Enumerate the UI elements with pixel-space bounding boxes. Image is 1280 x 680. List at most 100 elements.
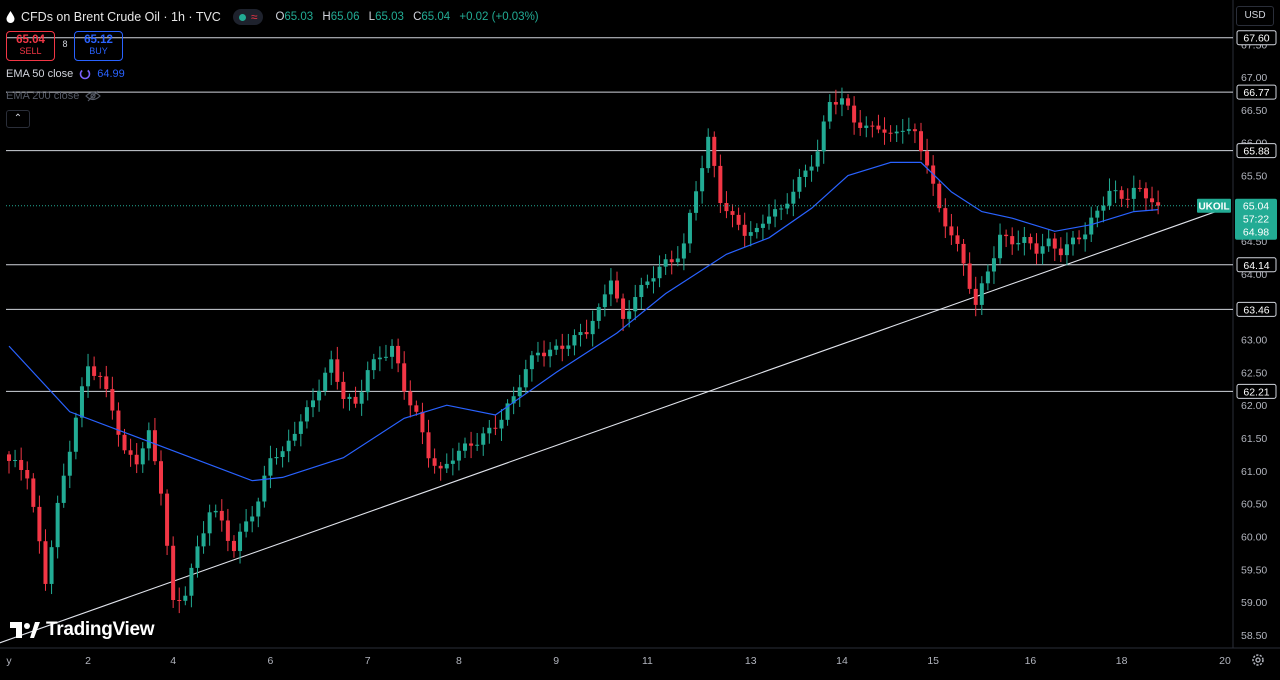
trendline [0, 207, 1226, 644]
y-tick-label: 61.50 [1241, 433, 1267, 445]
level-tag [1236, 383, 1277, 399]
candle-body [43, 541, 48, 584]
candle-body [134, 454, 139, 465]
symbol-title[interactable]: CFDs on Brent Crude Oil · 1h · TVC [21, 10, 221, 24]
candle-body [809, 166, 814, 171]
candle-body [821, 121, 826, 152]
candle-body [542, 352, 547, 357]
candle-body [505, 403, 510, 420]
candle-body [827, 102, 832, 122]
x-tick-label: y [6, 655, 12, 667]
wave-icon: ≈ [250, 10, 258, 24]
candle-body [1028, 237, 1033, 244]
candle-body [353, 396, 358, 404]
market-status-pill[interactable]: ≈ [232, 9, 264, 25]
last-price-tag [1235, 198, 1277, 240]
candle-body [189, 567, 194, 596]
candle-body [122, 434, 127, 451]
level-label: 63.46 [1243, 304, 1269, 316]
buy-button[interactable]: 65.12 BUY [74, 31, 123, 61]
indicator-ema50[interactable]: EMA 50 close 64.99 [6, 68, 125, 80]
sell-button[interactable]: 65.04 SELL [6, 31, 55, 61]
y-tick-label: 59.00 [1241, 597, 1267, 609]
candle-body [706, 136, 711, 169]
candle-body [371, 359, 376, 371]
candle-body [1095, 210, 1100, 218]
candle-body [687, 212, 692, 244]
x-tick-label: 15 [927, 655, 939, 667]
candle-body [25, 469, 30, 479]
settings-gear-icon[interactable] [1250, 652, 1266, 668]
candle-body [426, 432, 431, 459]
candle-body [1052, 238, 1057, 249]
candle-body [104, 376, 109, 390]
candle-body [238, 531, 243, 552]
candle-body [311, 400, 315, 408]
candle-body [92, 366, 97, 376]
currency-button[interactable]: USD [1236, 6, 1274, 26]
loading-icon [79, 68, 91, 80]
candle-body [98, 375, 103, 377]
candle-body [943, 208, 948, 227]
candle-body [529, 355, 534, 370]
candle-body [159, 461, 163, 494]
candle-body [773, 209, 778, 217]
x-tick-label: 8 [456, 655, 462, 667]
sell-price: 65.04 [16, 34, 45, 46]
buy-label: BUY [89, 46, 108, 56]
candle-body [718, 165, 723, 204]
y-tick-label: 65.50 [1241, 171, 1267, 183]
market-open-dot-icon [238, 13, 246, 21]
candle-body [882, 129, 887, 133]
candle-body [402, 363, 407, 392]
candle-body [177, 600, 182, 602]
indicator-ema200[interactable]: EMA 200 close [6, 90, 102, 102]
candle-body [19, 460, 24, 470]
x-tick-label: 20 [1219, 655, 1231, 667]
candle-body [767, 216, 771, 224]
last-price-label: 65.04 [1243, 201, 1269, 213]
candle-body [949, 226, 954, 236]
candle-body [602, 294, 607, 308]
candle-body [165, 493, 170, 546]
candle-body [365, 370, 370, 393]
candle-body [888, 132, 893, 134]
candle-body [298, 421, 303, 434]
candle-body [171, 545, 176, 601]
level-tag [1236, 301, 1277, 317]
eye-hidden-icon[interactable] [85, 90, 102, 102]
y-tick-label: 60.50 [1241, 499, 1267, 511]
candle-body [633, 297, 638, 312]
candle-body [183, 595, 188, 601]
candle-body [110, 389, 115, 411]
candle-body [919, 131, 923, 152]
candle-body [116, 410, 121, 435]
candle-body [347, 396, 352, 399]
y-tick-label: 62.00 [1241, 400, 1267, 412]
candle-body [803, 170, 808, 177]
candle-body [590, 320, 595, 335]
buy-price: 65.12 [84, 34, 113, 46]
ema200-label: EMA 200 close [6, 90, 80, 102]
x-tick-label: 11 [642, 655, 653, 667]
level-label: 66.77 [1243, 87, 1269, 99]
candle-body [444, 463, 449, 469]
candle-body [1010, 236, 1015, 245]
sell-label: SELL [19, 46, 42, 56]
candle-body [31, 478, 36, 507]
candle-body [469, 443, 474, 446]
candle-body [870, 125, 875, 127]
candle-body [839, 98, 844, 105]
level-tag [1236, 84, 1277, 100]
candle-body [700, 168, 705, 192]
y-tick-label: 63.00 [1241, 335, 1267, 347]
candle-body [657, 266, 662, 279]
candle-body [681, 243, 686, 259]
ohlc-values: O65.03 H65.06 L65.03 C65.04 +0.02 (+0.03… [275, 11, 539, 23]
candle-body [979, 283, 984, 305]
collapse-legend-button[interactable]: ⌃ [6, 110, 30, 128]
x-tick-label: 4 [170, 655, 176, 667]
candle-body [463, 443, 467, 451]
candle-body [420, 411, 425, 433]
